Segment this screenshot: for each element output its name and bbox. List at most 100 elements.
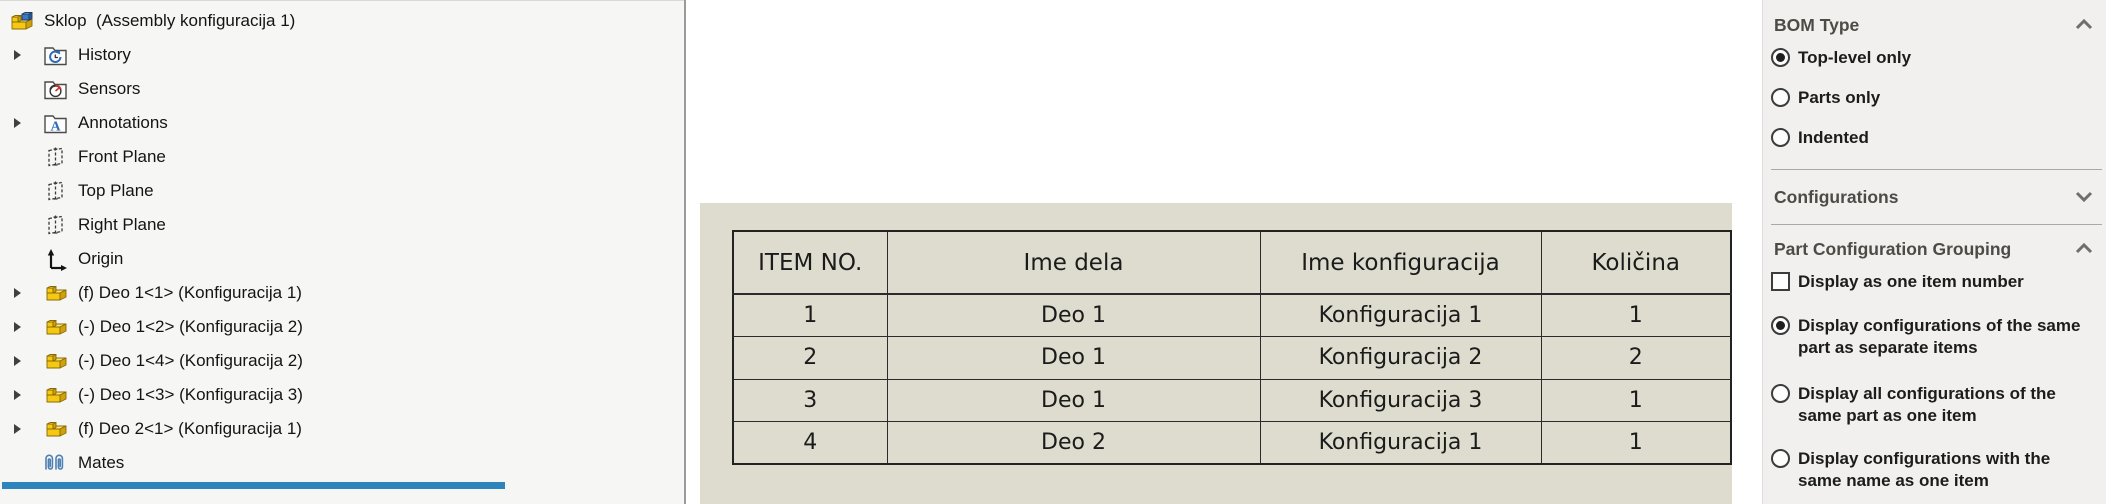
rollback-bar[interactable]	[2, 482, 505, 489]
tree-item-deo-1-3[interactable]: (-) Deo 1<3> (Konfiguracija 3)	[0, 378, 684, 412]
bom-cell[interactable]: Deo 2	[886, 421, 1261, 465]
radio-label: Indented	[1798, 128, 1869, 147]
svg-text:A: A	[50, 119, 61, 134]
tree-item-deo-1-1[interactable]: (f) Deo 1<1> (Konfiguracija 1)	[0, 276, 684, 310]
bom-cell[interactable]: Deo 1	[886, 336, 1261, 380]
expand-arrow-icon[interactable]	[12, 390, 42, 400]
expand-arrow-icon[interactable]	[12, 288, 42, 298]
tree-item-label: (-) Deo 1<2> (Konfiguracija 2)	[78, 317, 303, 336]
tree-item-origin[interactable]: Origin	[0, 242, 684, 276]
table-row: 1 Deo 1 Konfiguracija 1 1	[732, 293, 1732, 337]
bom-cell[interactable]: Konfiguracija 1	[1259, 293, 1542, 337]
part-icon	[42, 348, 69, 375]
radio-icon[interactable]	[1771, 48, 1790, 67]
part-icon	[42, 314, 69, 341]
expand-arrow-icon[interactable]	[12, 50, 42, 60]
radio-all-configurations-one-item[interactable]: Display all configurations of the same p…	[1771, 383, 2090, 426]
tree-item-sensors[interactable]: Sensors	[0, 72, 684, 106]
radio-top-level-only[interactable]: Top-level only	[1771, 47, 2090, 69]
bom-cell[interactable]: 1	[1540, 421, 1732, 465]
radio-label: Top-level only	[1798, 48, 1912, 67]
expand-arrow-icon[interactable]	[12, 118, 42, 128]
tree-item-sklop[interactable]: Sklop (Assembly konfiguracija 1)	[0, 4, 684, 38]
section-divider	[1771, 224, 2102, 225]
bom-cell[interactable]: 2	[732, 336, 888, 380]
bom-cell[interactable]: 2	[1540, 336, 1732, 380]
tree-item-history[interactable]: History	[0, 38, 684, 72]
feature-tree: Sklop (Assembly konfiguracija 1) History	[0, 1, 684, 480]
tree-item-label: Origin	[78, 249, 124, 268]
tree-item-label: Annotations	[78, 113, 168, 132]
radio-separate-items[interactable]: Display configurations of the same part …	[1771, 315, 2090, 358]
tree-item-label: Mates	[78, 453, 125, 472]
tree-item-label: (-) Deo 1<3> (Konfiguracija 3)	[78, 385, 303, 404]
annotations-icon: A	[42, 110, 69, 137]
assembly-icon	[8, 8, 35, 35]
part-icon	[42, 416, 69, 443]
radio-label: Display configurations of the same part …	[1798, 316, 2081, 357]
tree-item-label: Sklop (Assembly konfiguracija 1)	[44, 11, 296, 30]
tree-item-deo-2-1[interactable]: (f) Deo 2<1> (Konfiguracija 1)	[0, 412, 684, 446]
bom-cell[interactable]: 1	[732, 293, 888, 337]
part-configuration-grouping-header[interactable]: Part Configuration Grouping	[1774, 239, 2012, 259]
tree-item-annotations[interactable]: A Annotations	[0, 106, 684, 140]
bom-cell[interactable]: 1	[1540, 293, 1732, 337]
tree-item-top-plane[interactable]: Top Plane	[0, 174, 684, 208]
table-row: 2 Deo 1 Konfiguracija 2 2	[732, 336, 1732, 380]
origin-icon	[42, 246, 69, 273]
history-icon	[42, 42, 69, 69]
panel-splitter[interactable]	[684, 0, 686, 504]
checkbox-icon[interactable]	[1771, 272, 1790, 291]
part-icon	[42, 382, 69, 409]
bom-cell[interactable]: Deo 1	[886, 293, 1261, 337]
table-row: 3 Deo 1 Konfiguracija 3 1	[732, 378, 1732, 422]
bom-table[interactable]: ITEM NO. Ime dela Ime konfiguracija Koli…	[732, 230, 1732, 465]
tree-item-label: Top Plane	[78, 181, 154, 200]
configurations-section-header[interactable]: Configurations	[1774, 187, 1899, 207]
plane-icon	[42, 178, 69, 205]
bom-type-section-header[interactable]: BOM Type	[1774, 15, 1860, 35]
sensors-icon	[42, 76, 69, 103]
bom-cell[interactable]: Konfiguracija 3	[1259, 378, 1542, 422]
checkbox-display-as-one-item-number[interactable]: Display as one item number	[1771, 271, 2090, 293]
tree-item-front-plane[interactable]: Front Plane	[0, 140, 684, 174]
chevron-up-icon[interactable]	[2075, 19, 2093, 30]
radio-icon[interactable]	[1771, 449, 1790, 468]
radio-icon[interactable]	[1771, 128, 1790, 147]
bom-cell[interactable]: Konfiguracija 2	[1259, 336, 1542, 380]
radio-icon[interactable]	[1771, 88, 1790, 107]
mates-icon	[42, 450, 69, 477]
radio-label: Parts only	[1798, 88, 1881, 107]
bom-cell[interactable]: 4	[732, 421, 888, 465]
plane-icon	[42, 144, 69, 171]
chevron-down-icon[interactable]	[2075, 191, 2093, 202]
tree-item-deo-1-4[interactable]: (-) Deo 1<4> (Konfiguracija 2)	[0, 344, 684, 378]
bom-cell[interactable]: Deo 1	[886, 378, 1261, 422]
radio-parts-only[interactable]: Parts only	[1771, 87, 2090, 109]
tree-item-label: (f) Deo 2<1> (Konfiguracija 1)	[78, 419, 302, 438]
bom-header-cell[interactable]: ITEM NO.	[732, 230, 888, 295]
tree-item-label: Right Plane	[78, 215, 166, 234]
bom-header-cell[interactable]: Količina	[1540, 230, 1732, 295]
section-divider	[1771, 169, 2102, 170]
radio-label: Display configurations with the same nam…	[1798, 449, 2051, 490]
radio-icon[interactable]	[1771, 316, 1790, 335]
tree-item-label: (-) Deo 1<4> (Konfiguracija 2)	[78, 351, 303, 370]
tree-item-deo-1-2[interactable]: (-) Deo 1<2> (Konfiguracija 2)	[0, 310, 684, 344]
radio-icon[interactable]	[1771, 384, 1790, 403]
tree-item-label: History	[78, 45, 131, 64]
expand-arrow-icon[interactable]	[12, 424, 42, 434]
bom-cell[interactable]: 1	[1540, 378, 1732, 422]
tree-item-right-plane[interactable]: Right Plane	[0, 208, 684, 242]
chevron-up-icon[interactable]	[2075, 243, 2093, 254]
bom-cell[interactable]: Konfiguracija 1	[1259, 421, 1542, 465]
bom-cell[interactable]: 3	[732, 378, 888, 422]
radio-same-name-one-item[interactable]: Display configurations with the same nam…	[1771, 448, 2090, 491]
radio-indented[interactable]: Indented	[1771, 127, 2090, 149]
expand-arrow-icon[interactable]	[12, 322, 42, 332]
bom-header-cell[interactable]: Ime dela	[886, 230, 1261, 295]
expand-arrow-icon[interactable]	[12, 356, 42, 366]
bom-header-cell[interactable]: Ime konfiguracija	[1259, 230, 1542, 295]
tree-item-mates[interactable]: Mates	[0, 446, 684, 480]
